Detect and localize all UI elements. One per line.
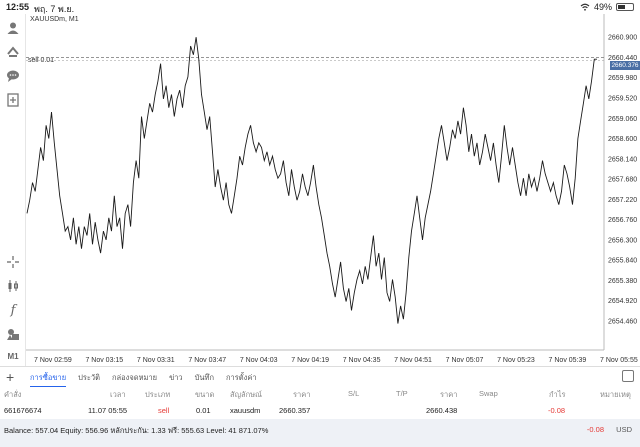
status-time: 12:55 — [6, 2, 30, 12]
balance-currency: USD — [616, 425, 632, 434]
y-tick-label: 2658.600 — [608, 136, 637, 143]
order-id: 661676674 — [4, 406, 42, 415]
y-tick-label: 2660.900 — [608, 35, 637, 42]
column-header: ราคา — [293, 390, 311, 399]
x-tick-label: 7 Nov 04:19 — [291, 357, 329, 364]
column-header: กำไร — [549, 390, 566, 399]
balance-text: Balance: 557.04 Equity: 556.96 หลักประกั… — [4, 426, 269, 435]
y-tick-label: 2654.920 — [608, 298, 637, 305]
candles-icon[interactable] — [3, 276, 23, 296]
function-icon[interactable]: f — [10, 302, 16, 318]
status-date: พฤ. 7 พ.ย. — [34, 4, 75, 14]
wifi-icon — [580, 3, 590, 11]
chart-area[interactable]: XAUUSDm, M1 sell 0.01 2660.900 2660.440 26… — [26, 14, 640, 366]
sell-line-label: sell 0.01 — [28, 57, 55, 64]
y-tick-label: 2659.060 — [608, 116, 637, 123]
y-tick-label: 2657.680 — [608, 177, 637, 184]
order-volume: 0.01 — [196, 406, 211, 415]
y-tick-label: 2658.140 — [608, 156, 637, 163]
column-header: ประเภท — [145, 390, 171, 399]
add-document-icon[interactable] — [3, 90, 23, 110]
add-button[interactable]: + — [6, 369, 15, 385]
battery-percent: 49% — [593, 2, 612, 12]
order-profit: -0.08 — [548, 406, 566, 415]
share-icon[interactable] — [3, 42, 23, 62]
open-price: 2660.357 — [279, 406, 311, 415]
battery-icon — [616, 3, 634, 11]
y-tick-label: 2659.980 — [608, 75, 637, 82]
tab-5[interactable]: การตั้งค่า — [226, 373, 257, 382]
x-tick-label: 7 Nov 05:39 — [549, 357, 587, 364]
y-tick-label: 2654.460 — [608, 318, 637, 325]
balance-bar: Balance: 557.04 Equity: 556.96 หลักประกั… — [0, 419, 640, 447]
column-header: T/P — [396, 389, 408, 398]
order-symbol: xauusdm — [230, 406, 261, 415]
battery-fill — [618, 5, 625, 9]
current-price: 2660.438 — [426, 406, 458, 415]
chat-icon[interactable] — [3, 66, 23, 86]
trade-table-header: คำสั่ง เวลา ประเภท ขนาด สัญลักษณ์ ราคา S/L T/P ร… — [0, 387, 640, 401]
column-header: สัญลักษณ์ — [230, 390, 263, 399]
tab-0[interactable]: การซื้อขาย — [30, 372, 67, 387]
tab-3[interactable]: ข่าว — [169, 373, 183, 382]
crosshair-icon[interactable] — [3, 252, 23, 272]
price-line — [26, 37, 597, 324]
price-chart[interactable]: 2660.900 2660.440 2659.980 2659.520 2659.060… — [26, 14, 640, 366]
y-tick-label: 2655.380 — [608, 278, 637, 285]
x-tick-label: 7 Nov 04:03 — [240, 357, 278, 364]
column-header: Swap — [479, 389, 498, 398]
column-header: เวลา — [110, 390, 126, 399]
bottom-tabs: การซื้อขาย ประวัติ กล่องจดหมาย ข่าว บันทึก กา… — [30, 372, 257, 387]
x-tick-label: 7 Nov 02:59 — [34, 357, 72, 364]
x-tick-label: 7 Nov 05:23 — [497, 357, 535, 364]
status-right: 49% — [580, 2, 634, 12]
x-tick-label: 7 Nov 05:55 — [600, 357, 638, 364]
x-tick-label: 7 Nov 03:31 — [137, 357, 175, 364]
y-tick-label: 2656.300 — [608, 237, 637, 244]
left-toolbar: f M1 — [0, 14, 26, 366]
x-tick-label: 7 Nov 03:47 — [188, 357, 226, 364]
y-tick-label: 2659.520 — [608, 96, 637, 103]
y-tick-label: 2657.220 — [608, 197, 637, 204]
table-row[interactable]: 661676674 11.07 05:55 sell 0.01 xauusdm … — [0, 404, 640, 418]
expand-icon[interactable] — [622, 370, 634, 382]
column-header: คำสั่ง — [4, 390, 22, 399]
timeframe-button[interactable]: M1 — [7, 351, 19, 361]
x-tick-label: 7 Nov 03:15 — [85, 357, 123, 364]
x-tick-label: 7 Nov 05:07 — [446, 357, 484, 364]
x-tick-label: 7 Nov 04:35 — [343, 357, 381, 364]
column-header: ราคา — [440, 390, 458, 399]
person-icon[interactable] — [3, 18, 23, 38]
balance-total: -0.08 — [586, 425, 604, 434]
column-header: ขนาด — [195, 390, 215, 399]
tab-1[interactable]: ประวัติ — [78, 373, 101, 382]
y-tick-label: 2656.760 — [608, 217, 637, 224]
current-price-tag: 2660.376 — [610, 61, 640, 70]
objects-icon[interactable] — [3, 324, 23, 344]
y-tick-label: 2655.840 — [608, 258, 637, 265]
chart-symbol-label: XAUUSDm, M1 — [30, 16, 79, 23]
order-time: 11.07 05:55 — [88, 406, 128, 415]
y-tick-label: 2660.440 — [608, 55, 637, 62]
x-tick-label: 7 Nov 04:51 — [394, 357, 432, 364]
bottom-toolbar: + การซื้อขาย ประวัติ กล่องจดหมาย ข่าว บันทึก… — [0, 366, 640, 387]
status-bar: 12:55 พฤ. 7 พ.ย. 49% — [0, 0, 640, 14]
column-header: S/L — [348, 389, 360, 398]
order-type: sell — [158, 406, 170, 415]
column-header: หมายเหตุ — [600, 390, 631, 399]
tab-4[interactable]: บันทึก — [194, 373, 215, 382]
tab-2[interactable]: กล่องจดหมาย — [112, 373, 158, 382]
